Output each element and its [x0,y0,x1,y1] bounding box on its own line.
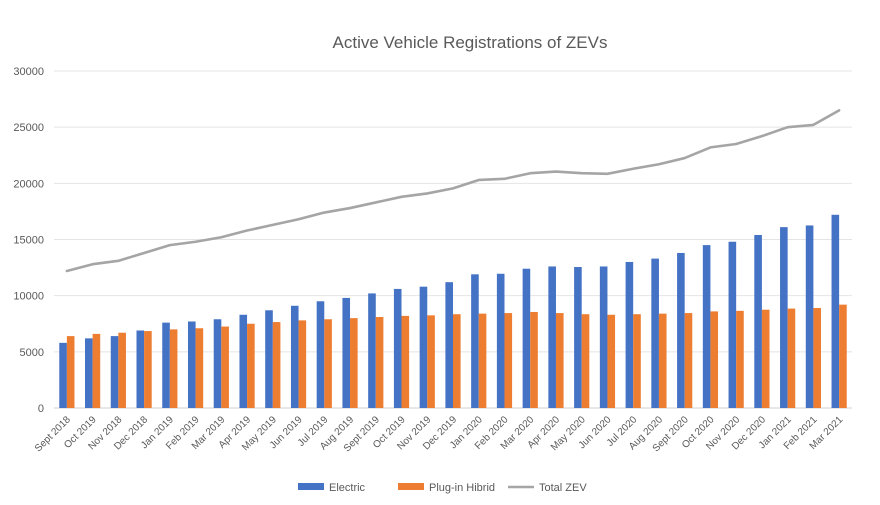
y-tick-label: 15000 [13,235,44,247]
total-line [65,109,841,273]
y-tick-label: 5000 [20,347,44,359]
bar-electric [162,322,170,408]
legend-swatch [398,483,424,490]
bar-electric [702,245,711,408]
bar-plug-in-hibrid [555,313,564,408]
legend-item: Total ZEV [508,482,587,494]
bar-plug-in-hibrid [684,313,693,408]
bar-electric [625,261,634,408]
bar-electric [496,273,505,408]
bar-plug-in-hibrid [427,315,435,408]
legend-label: Electric [329,482,366,494]
bar-electric [59,342,67,408]
bar-electric [728,241,737,408]
chart-title: Active Vehicle Registrations of ZEVs [333,33,608,52]
bar-electric [548,266,556,408]
bar-plug-in-hibrid [298,320,307,408]
bar-plug-in-hibrid [736,310,744,408]
bar-electric [239,314,248,408]
bar-electric [599,266,608,408]
legend-swatch [298,483,324,490]
legend-item: Plug-in Hibrid [398,482,495,494]
bar-plug-in-hibrid [761,309,770,408]
bar-electric [393,288,402,408]
bar-electric [316,301,325,408]
y-tick-label: 30000 [13,66,44,78]
y-tick-label: 0 [38,403,44,415]
bar-plug-in-hibrid [787,308,796,408]
bar-electric [213,319,222,408]
bar-electric [677,252,685,408]
bar-plug-in-hibrid [607,314,616,408]
bar-electric [574,267,582,408]
bar-plug-in-hibrid [247,323,255,408]
bar-electric [419,286,428,408]
y-tick-label: 25000 [13,122,44,134]
bar-plug-in-hibrid [581,314,590,408]
y-tick-label: 20000 [13,178,44,190]
bar-electric [831,214,840,408]
bar-plug-in-hibrid [375,317,384,408]
bar-plug-in-hibrid [401,315,410,408]
bar-plug-in-hibrid [92,333,101,408]
bar-electric [471,274,479,408]
legend: Electric Plug-in Hibrid Total ZEV [298,482,587,494]
bar-electric [754,235,762,408]
bar-electric [85,338,93,408]
bar-plug-in-hibrid [118,332,126,408]
bar-electric [110,336,119,408]
line-total-zev [65,109,841,273]
bar-electric [651,258,659,408]
bar-plug-in-hibrid [66,336,75,408]
bar-plug-in-hibrid [221,326,229,408]
bar-plug-in-hibrid [710,311,719,408]
bar-plug-in-hibrid [272,322,281,408]
legend-label: Plug-in Hibrid [429,482,495,494]
bar-electric [780,227,788,408]
legend-item: Electric [298,482,366,494]
bar-electric [136,330,145,408]
bar-plug-in-hibrid [350,318,358,408]
y-axis-ticks: 0 5000 10000 15000 20000 25000 30000 [13,66,44,415]
bar-plug-in-hibrid [504,313,513,408]
bar-electric [265,310,273,408]
bar-plug-in-hibrid [633,314,641,408]
bar-plug-in-hibrid [169,329,178,408]
bar-electric [522,268,531,408]
bar-electric [187,321,196,408]
bar-electric [368,293,376,408]
bar-plug-in-hibrid [195,328,204,408]
bar-electric [805,225,814,408]
bars [59,214,847,408]
bar-electric [342,297,351,408]
y-tick-label: 10000 [13,291,44,303]
bar-plug-in-hibrid [530,311,538,408]
bar-electric [290,305,299,408]
bar-plug-in-hibrid [813,308,821,408]
bar-plug-in-hibrid [453,314,461,408]
bar-electric [445,282,453,408]
bar-plug-in-hibrid [324,319,332,408]
legend-label: Total ZEV [539,482,587,494]
bar-plug-in-hibrid [839,304,847,408]
bar-plug-in-hibrid [658,313,667,408]
bar-plug-in-hibrid [144,331,152,408]
bar-plug-in-hibrid [478,313,487,408]
